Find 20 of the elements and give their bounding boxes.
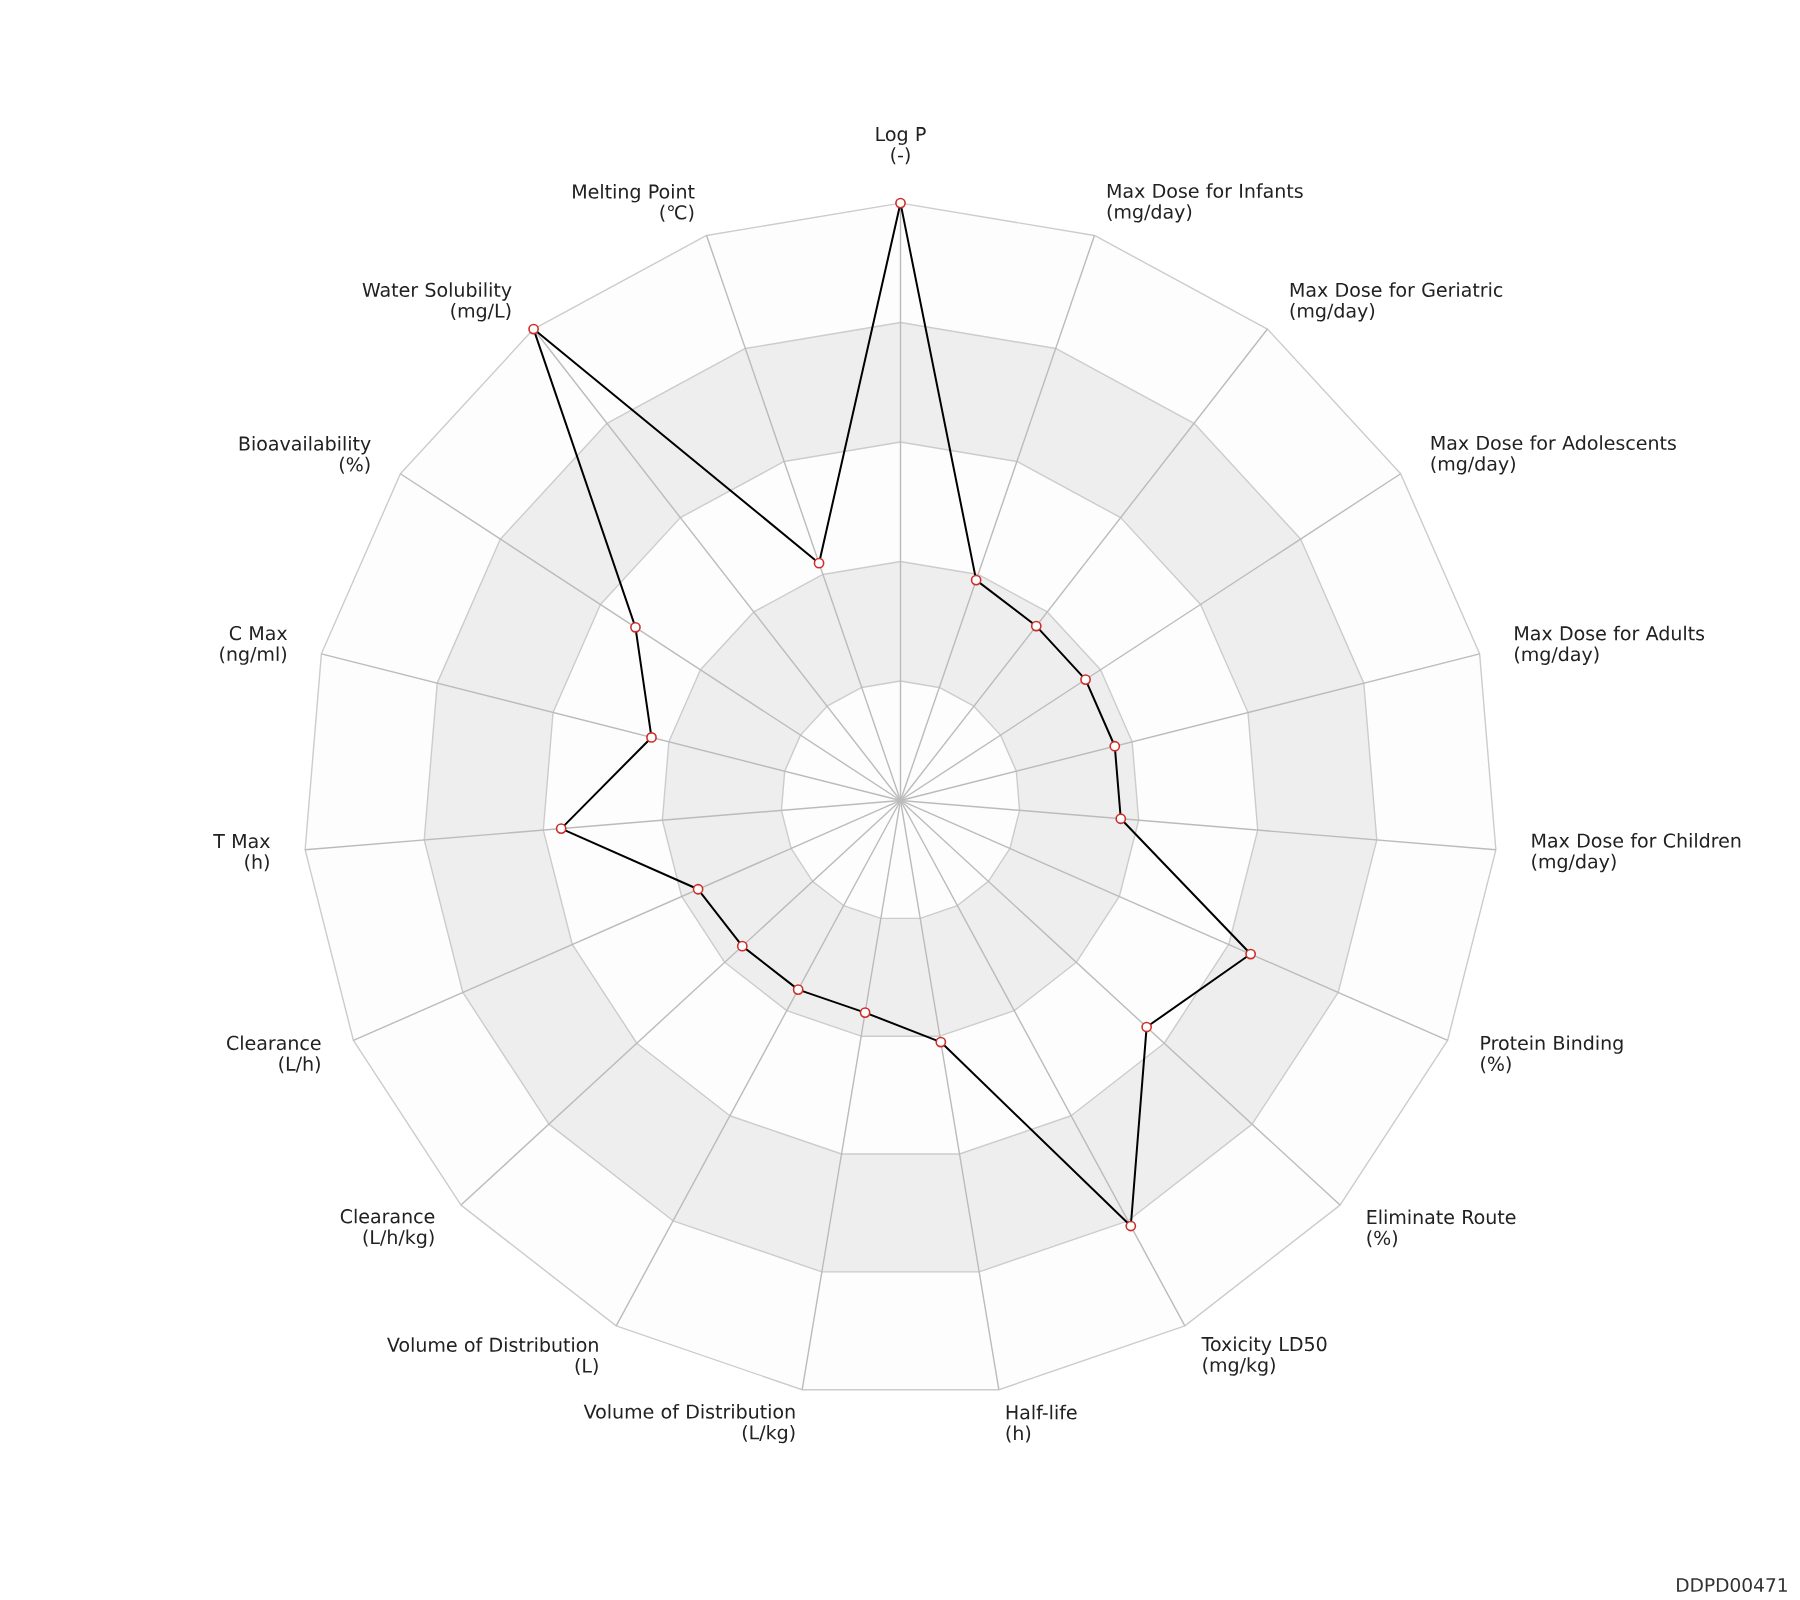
spoke-label: Half-life (h) xyxy=(1006,1404,1077,1443)
spoke-label: Protein Binding (%) xyxy=(1481,1035,1623,1074)
spoke-label: Volume of Distribution (L/kg) xyxy=(583,1404,795,1444)
text: DDPD00471 xyxy=(1677,1577,1787,1593)
spoke-label: Toxicity LD50 (mg/kg) xyxy=(1201,1336,1327,1376)
spoke-label: Eliminate Route (%) xyxy=(1367,1209,1516,1248)
spoke-label: Bioavailability (%) xyxy=(239,436,371,474)
spoke-label: Clearance (L/h/kg) xyxy=(340,1208,435,1248)
spoke-label: C Max (ng/ml) xyxy=(220,625,288,665)
spoke-label: T Max (h) xyxy=(213,834,270,872)
spoke-label: Max Dose for Adolescents (mg/day) xyxy=(1431,435,1676,475)
spoke-label: Clearance (L/h) xyxy=(227,1035,321,1074)
spoke-label: Max Dose for Children (mg/day) xyxy=(1532,833,1741,873)
spoke-label: Volume of Distribution (L) xyxy=(387,1337,598,1376)
spoke-label: Max Dose for Geriatric (mg/day) xyxy=(1290,282,1503,322)
spoke-label: Max Dose for Adults (mg/day) xyxy=(1515,625,1705,665)
spoke-label: Max Dose for Infants (mg/day) xyxy=(1107,183,1303,223)
spoke-label: Melting Point (℃) xyxy=(573,184,695,222)
spoke-label: Log P (-) xyxy=(876,127,926,165)
spoke-label: Water Solubility (mg/L) xyxy=(362,282,512,322)
